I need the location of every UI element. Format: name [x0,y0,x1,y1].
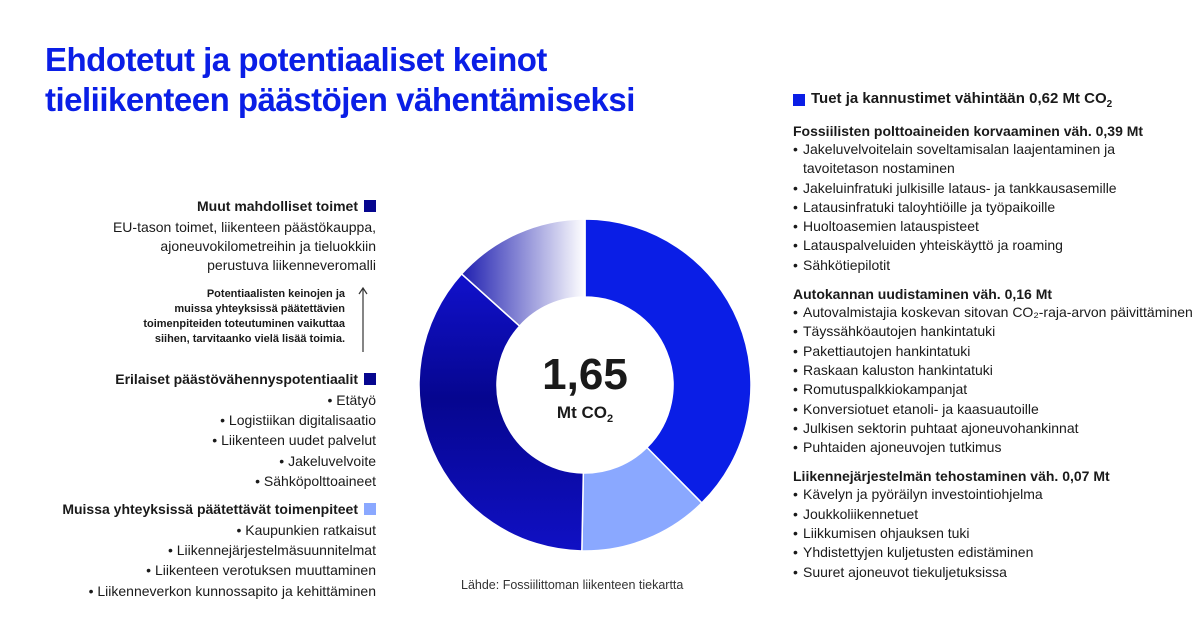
list-item: Jakeluvelvoitelain soveltamisalan laajen… [793,140,1193,179]
list-item: Täyssähköautojen hankintatuki [793,322,1193,342]
list-item: Latausinfratuki taloyhtiöille ja työpaik… [793,198,1193,218]
support-section-list: Kävelyn ja pyöräilyn investointiohjelmaJ… [793,485,1193,583]
slice-potentials [418,272,585,552]
support-section-title: Liikennejärjestelmän tehostaminen väh. 0… [793,468,1110,485]
up-arrow-icon [358,286,368,352]
list-item: Kävelyn ja pyöräilyn investointiohjelma [793,485,1193,505]
center-unit-main: Mt CO [557,403,607,422]
title-line-2: tieliikenteen päästöjen vähentämiseksi [45,81,635,118]
list-item: Latauspalveluiden yhteiskäyttö ja roamin… [793,236,1193,256]
donut-slices [418,218,752,552]
list-item: Autovalmistajia koskevan sitovan CO₂-raj… [793,303,1193,323]
supports-legend-label: Tuet ja kannustimet vähintään 0,62 Mt CO… [811,90,1113,110]
list-item: Liikennejärjestelmäsuunnitelmat [16,540,376,560]
list-item: Puhtaiden ajoneuvojen tutkimus [793,438,1193,458]
list-item: Julkisen sektorin puhtaat ajoneuvohankin… [793,419,1193,439]
list-item: Konversiotuet etanoli- ja kaasuautoille [793,400,1193,420]
list-item: Liikkumisen ohjauksen tuki [793,524,1193,544]
description-line: EU-tason toimet, liikenteen päästökauppa… [112,219,376,235]
support-section: Fossiilisten polttoaineiden korvaaminen … [793,122,1193,275]
other-measures-description: EU-tason toimet, liikenteen päästökauppa… [16,218,376,275]
description-line: perustuva liikenneveromalli [207,257,376,273]
list-item: Suuret ajoneuvot tiekuljetuksissa [793,563,1193,583]
note-line: muissa yhteyksissä päätettävien [174,303,345,315]
supports-panel: Tuet ja kannustimet vähintään 0,62 Mt CO… [793,90,1193,582]
note-line: toimenpiteiden toteutuminen vaikuttaa [143,318,345,330]
support-section-list: Jakeluvelvoitelain soveltamisalan laajen… [793,140,1193,275]
potentials-legend: Erilaiset päästövähennyspotentiaalit [16,370,376,388]
page-title: Ehdotetut ja potentiaaliset keinot tieli… [45,40,745,120]
contexts-block: Muissa yhteyksissä päätettävät toimenpit… [16,500,376,601]
note-text: Potentiaalisten keinojen ja muissa yhteyk… [25,287,345,347]
list-item: Liikenteen verotuksen muuttaminen [16,560,376,580]
list-item: Huoltoasemien latauspisteet [793,217,1193,237]
potentials-title: Erilaiset päästövähennyspotentiaalit [115,371,358,387]
center-unit-sub: 2 [607,413,613,425]
note-line: Potentiaalisten keinojen ja [206,288,345,300]
list-item: Jakeluvelvoite [16,451,376,471]
contexts-legend: Muissa yhteyksissä päätettävät toimenpit… [16,500,376,518]
other-measures-legend: Muut mahdolliset toimet [16,197,376,215]
list-item: Romutuspalkkiokampanjat [793,380,1193,400]
support-section: Liikennejärjestelmän tehostaminen väh. 0… [793,467,1193,583]
list-item: Kaupunkien ratkaisut [16,520,376,540]
contexts-swatch [364,503,376,515]
list-item: Sähköpolttoaineet [16,471,376,491]
center-unit: Mt CO2 [557,403,613,425]
other-measures-title: Muut mahdolliset toimet [197,198,358,214]
contexts-list: Kaupunkien ratkaisutLiikennejärjestelmäs… [16,520,376,601]
description-line: ajoneuvokilometreihin ja tieluokkiin [160,238,376,254]
list-item: Logistiikan digitalisaatio [16,410,376,430]
potentials-swatch [364,373,376,385]
source-note: Lähde: Fossiilittoman liikenteen tiekart… [461,578,684,592]
donut-chart: 1,65 Mt CO2 [418,218,752,552]
list-item: Sähkötiepilotit [793,256,1193,276]
list-item: Joukkoliikennetuet [793,505,1193,525]
supports-sections: Fossiilisten polttoaineiden korvaaminen … [793,122,1193,582]
other-measures-block: Muut mahdolliset toimet EU-tason toimet,… [16,197,376,275]
supports-swatch [793,94,805,106]
list-item: Raskaan kaluston hankintatuki [793,361,1193,381]
slice-other-measures [460,218,586,328]
list-item: Pakettiautojen hankintatuki [793,342,1193,362]
support-section: Autokannan uudistaminen väh. 0,16 MtAuto… [793,285,1193,458]
other-measures-swatch [364,200,376,212]
potentials-list: EtätyöLogistiikan digitalisaatioLiikente… [16,390,376,491]
list-item: Jakeluinfratuki julkisille lataus- ja ta… [793,179,1193,199]
list-item: Etätyö [16,390,376,410]
note-line: siihen, tarvitaanko vielä lisää toimia. [154,333,345,345]
list-item: Liikenteen uudet palvelut [16,430,376,450]
list-item: Liikenneverkon kunnossapito ja kehittämi… [16,581,376,601]
support-section-title: Fossiilisten polttoaineiden korvaaminen … [793,123,1144,139]
support-section-list: Autovalmistajia koskevan sitovan CO₂-raj… [793,303,1193,458]
support-section-title: Autokannan uudistaminen väh. 0,16 Mt [793,286,1053,303]
title-line-1: Ehdotetut ja potentiaaliset keinot [45,41,547,78]
slice-supports [584,218,752,504]
list-item: Yhdistettyjen kuljetusten edistäminen [793,543,1193,563]
contexts-title: Muissa yhteyksissä päätettävät toimenpit… [62,501,358,517]
center-value: 1,65 [542,350,628,399]
potentials-block: Erilaiset päästövähennyspotentiaalit Etä… [16,370,376,491]
supports-legend: Tuet ja kannustimet vähintään 0,62 Mt CO… [793,90,1193,110]
